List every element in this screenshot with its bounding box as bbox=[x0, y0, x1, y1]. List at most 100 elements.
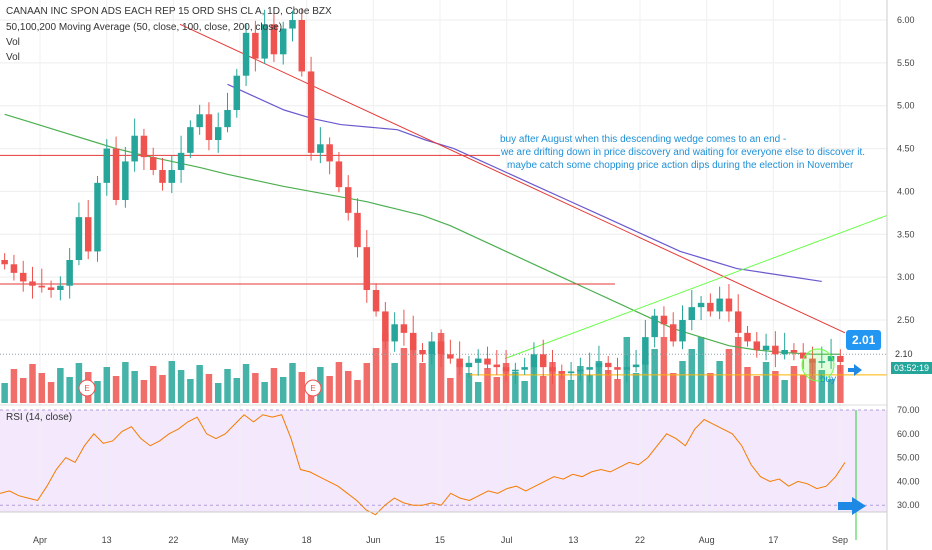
candle bbox=[614, 367, 621, 370]
candle bbox=[140, 135, 148, 158]
axis-price-tag: 2.10 bbox=[892, 348, 916, 360]
volume-bar bbox=[168, 361, 176, 403]
candle bbox=[697, 302, 705, 308]
volume-bar bbox=[391, 363, 398, 403]
volume-bar bbox=[521, 381, 528, 403]
candle bbox=[354, 212, 361, 248]
candle bbox=[679, 320, 686, 342]
candle bbox=[558, 371, 566, 374]
volume-bar bbox=[679, 361, 686, 403]
rsi-label[interactable]: RSI (14, close) bbox=[6, 412, 73, 423]
rsi-tick-label: 40.00 bbox=[897, 476, 920, 486]
descending-trendline bbox=[179, 23, 846, 334]
volume-bar bbox=[781, 380, 788, 403]
candle bbox=[688, 307, 696, 320]
candle bbox=[252, 32, 259, 59]
candle bbox=[512, 369, 519, 372]
y-tick-label: 2.50 bbox=[897, 315, 915, 325]
x-tick-label: 22 bbox=[168, 535, 178, 545]
ma-indicator-label[interactable]: 50,100,200 Moving Average (50, close, 10… bbox=[6, 22, 283, 33]
volume-bar bbox=[669, 373, 677, 403]
volume-bar bbox=[38, 373, 46, 403]
volume-bar bbox=[400, 348, 408, 403]
volume-bar bbox=[837, 365, 844, 403]
earnings-icon bbox=[78, 379, 96, 397]
candle bbox=[428, 341, 436, 355]
candle bbox=[474, 358, 482, 363]
volume-bar bbox=[196, 365, 203, 403]
volume-bar bbox=[827, 379, 835, 403]
candle bbox=[391, 324, 398, 342]
vol-label-2[interactable]: Vol bbox=[6, 52, 20, 63]
candlesticks[interactable] bbox=[1, 7, 844, 385]
volume-bar bbox=[419, 363, 426, 403]
volume-bar bbox=[539, 376, 547, 403]
x-tick-label: 18 bbox=[302, 535, 312, 545]
x-tick-label: Apr bbox=[33, 535, 47, 545]
volume-bar bbox=[577, 366, 584, 403]
candle bbox=[456, 358, 463, 368]
x-tick-label: Sep bbox=[832, 535, 848, 545]
candle bbox=[781, 350, 788, 355]
volume-bar bbox=[474, 382, 482, 403]
candle bbox=[131, 135, 138, 162]
candle bbox=[84, 217, 92, 252]
candle bbox=[707, 302, 714, 312]
candle bbox=[75, 217, 83, 260]
volume-bar bbox=[447, 378, 454, 403]
candle bbox=[1, 260, 8, 265]
candle bbox=[642, 337, 649, 365]
candle bbox=[326, 144, 333, 162]
candle bbox=[168, 170, 176, 183]
volume-bar bbox=[261, 382, 268, 403]
candle bbox=[827, 356, 835, 362]
rsi-tick-label: 30.00 bbox=[897, 500, 920, 510]
volume-bar bbox=[326, 376, 333, 403]
earnings-icon-label: E bbox=[310, 384, 315, 393]
volume-bar bbox=[493, 377, 501, 403]
earnings-icon-label: E bbox=[84, 384, 89, 393]
volume-bar bbox=[112, 376, 120, 403]
volume-bar bbox=[799, 375, 807, 403]
y-tick-label: 5.50 bbox=[897, 58, 915, 68]
volume-bar bbox=[456, 364, 463, 403]
volume-bar bbox=[818, 370, 826, 403]
volume-bar bbox=[762, 362, 770, 403]
candle bbox=[577, 369, 584, 372]
candle bbox=[149, 157, 157, 170]
candle bbox=[521, 367, 528, 370]
candle bbox=[734, 311, 742, 333]
candle bbox=[344, 187, 352, 213]
volume-bar bbox=[149, 366, 157, 403]
volume-bar bbox=[289, 363, 296, 403]
x-tick-label: 22 bbox=[635, 535, 645, 545]
ascending-trendline bbox=[504, 214, 888, 360]
volume-bar bbox=[354, 380, 361, 403]
candle bbox=[549, 367, 556, 372]
rsi-line bbox=[0, 409, 887, 540]
volume-bar bbox=[428, 348, 436, 403]
volume-bar bbox=[586, 375, 593, 403]
candle bbox=[19, 272, 27, 282]
volume-bar bbox=[707, 373, 714, 403]
candle bbox=[112, 148, 120, 200]
vol-label-1[interactable]: Vol bbox=[6, 37, 20, 48]
candle bbox=[623, 367, 631, 370]
candle bbox=[261, 24, 268, 59]
y-tick-label: 6.00 bbox=[897, 15, 915, 25]
candle bbox=[159, 170, 166, 183]
volume-bar bbox=[614, 379, 621, 403]
candle bbox=[242, 32, 250, 76]
volume-bar bbox=[47, 382, 55, 403]
candle bbox=[772, 345, 779, 355]
candle bbox=[753, 341, 761, 350]
volume-bar bbox=[465, 373, 473, 403]
candle bbox=[214, 127, 222, 140]
annotation-line-1: buy after August when this descending we… bbox=[500, 134, 787, 145]
candle bbox=[567, 371, 575, 374]
x-tick-label: 15 bbox=[435, 535, 445, 545]
rsi-tick-label: 50.00 bbox=[897, 453, 920, 463]
candle bbox=[298, 20, 306, 72]
